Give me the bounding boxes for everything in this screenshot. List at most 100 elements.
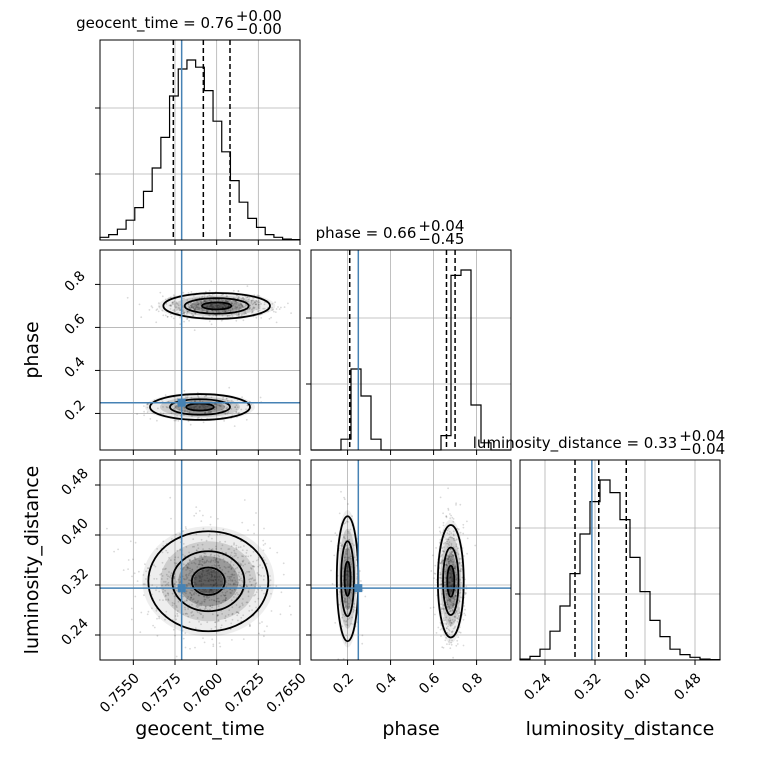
sample-point [341, 567, 344, 569]
sample-point [243, 305, 246, 308]
sample-point [175, 306, 178, 309]
sample-point [240, 307, 242, 310]
sample-point [443, 536, 446, 538]
sample-point [143, 405, 145, 407]
sample-point [262, 544, 265, 546]
sample-point [199, 406, 202, 408]
sample-point [242, 555, 245, 558]
sample-point [221, 293, 224, 296]
sample-point [443, 584, 446, 587]
sample-point [204, 607, 207, 610]
sample-point [217, 310, 220, 312]
sample-point [182, 291, 185, 294]
ylabel-phase: phase [21, 321, 43, 378]
sample-point [252, 297, 255, 300]
sample-point [342, 613, 345, 616]
sample-point [189, 302, 192, 304]
sample-point [226, 295, 229, 298]
sample-point [451, 575, 454, 578]
truth-marker [177, 584, 186, 593]
hist-bar [550, 631, 560, 660]
sample-point [340, 544, 343, 547]
sample-point [201, 575, 204, 577]
sample-point [220, 626, 222, 629]
sample-point [347, 582, 349, 585]
sample-point [230, 551, 233, 554]
sample-point [449, 559, 452, 562]
sample-point [229, 591, 232, 594]
sample-point [184, 574, 187, 577]
sample-point [347, 530, 350, 533]
sample-point [197, 396, 200, 399]
sample-point [203, 596, 206, 598]
sample-point [138, 570, 140, 573]
sample-point [449, 576, 452, 579]
sample-point [232, 574, 234, 577]
sample-point [216, 306, 219, 309]
sample-point [455, 573, 458, 576]
sample-point [195, 512, 198, 515]
sample-point [215, 548, 218, 550]
sample-point [195, 306, 198, 309]
sample-point [187, 420, 190, 423]
sample-point [235, 581, 237, 583]
sample-point [257, 412, 260, 415]
sample-point [439, 532, 442, 534]
sample-point [176, 610, 179, 612]
sample-point [186, 562, 189, 565]
sample-point [190, 562, 193, 564]
sample-point [207, 411, 210, 414]
sample-point [459, 531, 462, 534]
sample-point [200, 572, 203, 575]
sample-point [217, 579, 220, 581]
sample-point [188, 411, 191, 413]
sample-point [210, 573, 213, 576]
sample-point [215, 560, 218, 563]
sample-point [159, 291, 162, 294]
sample-point [450, 622, 453, 624]
sample-point [241, 304, 243, 307]
sample-point [193, 329, 196, 332]
sample-point [216, 584, 218, 587]
sample-point [247, 300, 250, 303]
sample-point [184, 608, 187, 611]
sample-point [290, 312, 292, 314]
sample-point [447, 528, 450, 530]
x-tick-label: 0.4 [373, 670, 400, 697]
sample-point [252, 565, 255, 568]
sample-point [191, 568, 194, 571]
sample-point [172, 309, 175, 312]
sample-point [214, 408, 216, 411]
sample-point [166, 406, 169, 409]
sample-point [455, 504, 457, 506]
sample-point [188, 573, 191, 575]
sample-point [169, 496, 172, 499]
sample-point [182, 543, 185, 545]
sample-point [211, 548, 214, 550]
sample-point [196, 391, 199, 394]
sample-point [227, 411, 230, 413]
y-tick-label: 0.6 [62, 311, 89, 338]
density-shade [444, 553, 458, 610]
sample-point [445, 622, 448, 625]
sample-point [215, 310, 218, 313]
sample-point [448, 610, 451, 613]
sample-point [218, 642, 221, 644]
sample-point [209, 588, 211, 591]
sample-point [450, 641, 452, 644]
sample-point [229, 563, 232, 565]
sample-point [449, 576, 452, 579]
sample-point [440, 577, 443, 580]
sample-point [231, 302, 234, 305]
sample-point [203, 406, 206, 409]
sample-point [262, 556, 265, 559]
sample-point [458, 607, 461, 609]
sample-point [447, 558, 449, 561]
sample-point [444, 541, 446, 544]
hist-bar [451, 275, 461, 450]
sample-point [263, 592, 265, 595]
sample-point [214, 559, 217, 562]
sample-point [443, 617, 445, 619]
sample-point [455, 585, 457, 588]
sample-point [206, 570, 209, 572]
